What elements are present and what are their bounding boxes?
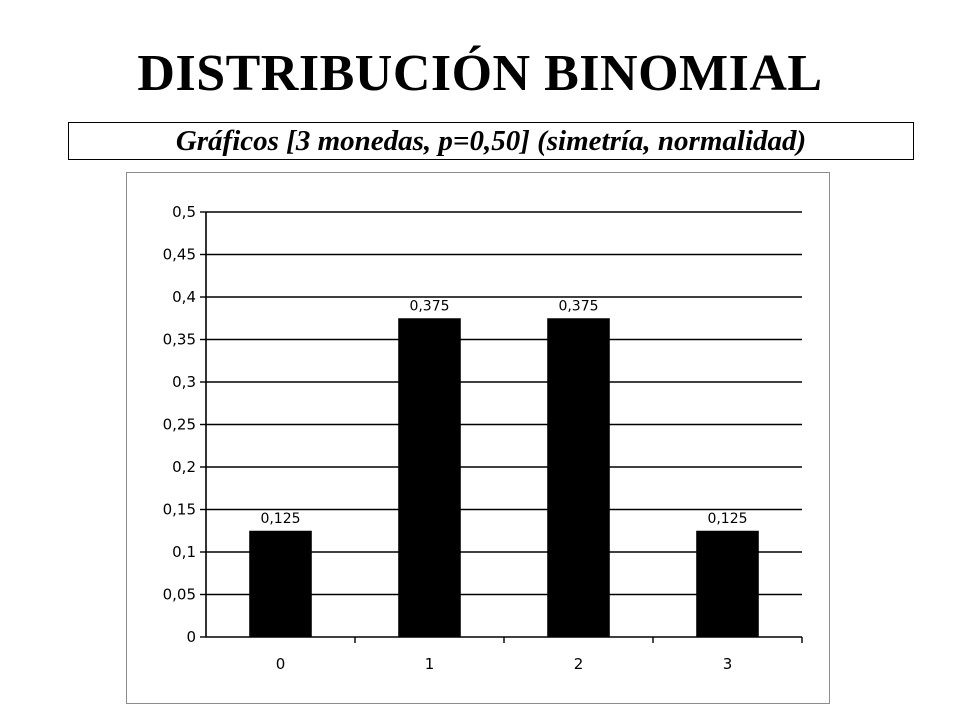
bars	[249, 318, 759, 637]
y-tick-label: 0,5	[172, 203, 196, 221]
slide-title: DISTRIBUCIÓN BINOMIAL	[137, 45, 823, 102]
data-label: 0,125	[707, 511, 747, 527]
y-tick-label: 0,35	[163, 331, 196, 349]
y-tick-label: 0,4	[172, 288, 196, 306]
y-tick-label: 0	[186, 628, 196, 646]
bar-0	[249, 530, 312, 637]
data-label: 0,375	[558, 298, 598, 314]
slide-subtitle: Gráficos [3 monedas, p=0,50] (simetría, …	[68, 122, 914, 160]
x-category-label: 1	[425, 655, 435, 673]
x-category-label: 2	[574, 655, 584, 673]
y-axis-ticks: 0 0,05 0,1 0,15 0,2 0,25 0,3 0,35 0,4 0,45 0,5	[163, 203, 196, 646]
y-tick-label: 0,45	[163, 246, 196, 264]
x-axis-categories: 0 1 2 3	[276, 637, 803, 673]
bar-2	[547, 318, 610, 637]
chart-frame: 0 0,05 0,1 0,15 0,2 0,25 0,3 0,35 0,4 0,45 0,5 0,1…	[126, 172, 830, 704]
y-tick-label: 0,15	[163, 501, 196, 519]
y-tick-label: 0,05	[163, 586, 196, 604]
y-tick-label: 0,2	[172, 458, 196, 476]
y-tick-label: 0,1	[172, 543, 196, 561]
bar-3	[696, 530, 759, 637]
data-label: 0,375	[409, 298, 449, 314]
x-category-label: 3	[723, 655, 733, 673]
bar-1	[398, 318, 461, 637]
data-labels: 0,125 0,375 0,375 0,125	[260, 298, 747, 527]
x-category-label: 0	[276, 655, 286, 673]
y-tick-label: 0,25	[163, 416, 196, 434]
y-tick-label: 0,3	[172, 373, 196, 391]
bar-chart: 0 0,05 0,1 0,15 0,2 0,25 0,3 0,35 0,4 0,45 0,5 0,1…	[163, 203, 803, 673]
data-label: 0,125	[260, 511, 300, 527]
